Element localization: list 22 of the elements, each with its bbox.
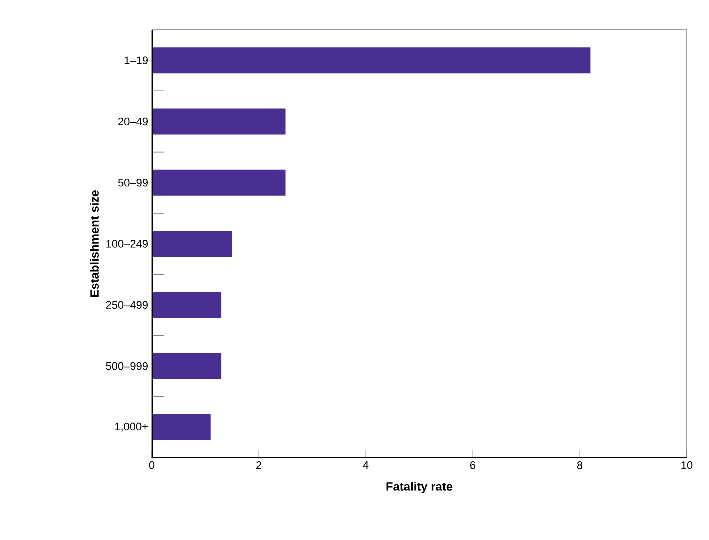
bar: [152, 353, 222, 380]
x-tick-label: 4: [363, 462, 369, 470]
y-tick-label: 1,000+: [115, 422, 148, 432]
x-tick-label: 10: [682, 462, 693, 470]
bar: [152, 108, 286, 135]
bar: [152, 48, 591, 74]
bar: [152, 292, 222, 318]
y-tick-label: 100–249: [106, 240, 148, 248]
y-tick-label: 50–99: [118, 178, 148, 187]
y-tick-label: 250–499: [106, 301, 148, 310]
y-tick-label: 20–49: [118, 118, 148, 126]
bar: [152, 170, 286, 196]
y-tick-label: 1–19: [124, 56, 148, 64]
bar: [152, 414, 211, 440]
x-tick-label: 0: [149, 462, 155, 470]
x-axis-title: Fatality rate: [386, 482, 453, 494]
y-tick-label: 500–999: [106, 362, 148, 370]
x-tick-label: 6: [470, 462, 476, 470]
x-tick-label: 2: [256, 462, 262, 470]
x-tick-label: 8: [577, 462, 583, 470]
bar: [152, 231, 232, 258]
y-axis-title: Establishment size: [90, 190, 99, 298]
